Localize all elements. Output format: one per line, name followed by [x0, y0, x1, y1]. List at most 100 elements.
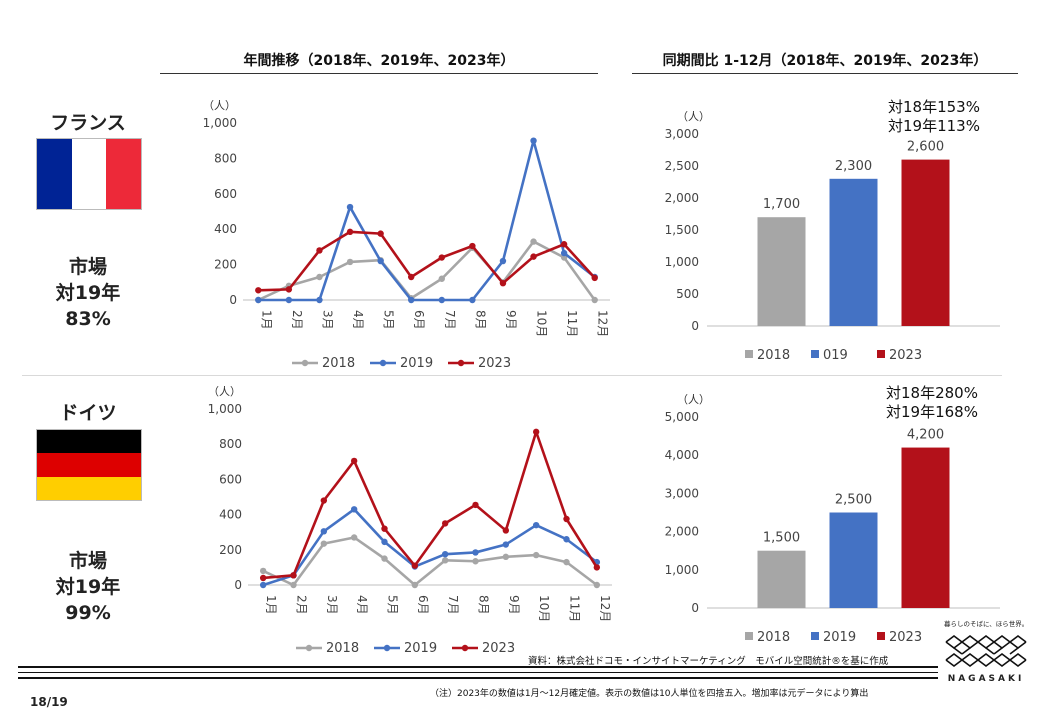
- data-point-2018: [411, 581, 419, 589]
- x-tick-label: 3月: [320, 310, 334, 330]
- data-point-2023: [408, 273, 415, 281]
- x-tick-label: 7月: [443, 310, 457, 330]
- flag-stripe: [71, 139, 107, 209]
- bar-2019: [829, 178, 878, 326]
- legend-swatch-2019: [811, 350, 819, 358]
- data-point-2018: [320, 540, 328, 547]
- footnote: （注）2023年の数値は1月～12月確定値。表示の数値は10人単位を四捨五入。増…: [430, 689, 869, 699]
- y-tick-label: 200: [219, 543, 242, 557]
- y-tick-label: 400: [219, 508, 242, 522]
- x-tick-label: 5月: [386, 595, 400, 615]
- data-point-2019: [502, 541, 510, 548]
- bar-chart-header: 同期間比 1-12月（2018年、2019年、2023年）: [662, 53, 988, 69]
- flag-germany: [36, 429, 142, 501]
- legend-marker-2019: [383, 644, 391, 652]
- legend-label: 2023: [889, 348, 922, 363]
- y-tick-label: 200: [214, 258, 237, 272]
- ratio-annotation-germany: 対18年280% 対19年168%: [886, 384, 978, 422]
- legend-label: 2023: [482, 641, 515, 656]
- y-tick-label: 1,000: [208, 402, 242, 416]
- data-point-2023: [320, 497, 328, 504]
- data-point-2019: [499, 257, 507, 265]
- legend-swatch-2023: [877, 350, 885, 358]
- data-point-2018: [350, 534, 358, 541]
- data-point-2023: [502, 527, 510, 534]
- x-tick-label: 12月: [598, 595, 612, 622]
- data-point-2023: [411, 562, 419, 569]
- country-name-france: フランス: [50, 112, 126, 134]
- data-point-2023: [350, 457, 358, 465]
- y-tick-label: 800: [214, 151, 237, 165]
- legend-label: 2018: [326, 641, 359, 656]
- x-tick-label: 9月: [507, 595, 521, 615]
- ratio-vs-2019: 対19年113%: [888, 117, 980, 135]
- data-point-2023: [255, 287, 262, 294]
- legend-marker-2023: [461, 644, 469, 652]
- footer-rule-1: [18, 666, 938, 668]
- data-point-2018: [438, 275, 445, 282]
- x-tick-label: 11月: [565, 310, 579, 337]
- legend-label: 2018: [757, 630, 790, 645]
- flag-stripe: [37, 476, 141, 500]
- legend-label: 2019: [823, 630, 856, 645]
- x-tick-label: 8月: [477, 595, 491, 615]
- data-point-2019: [441, 551, 449, 558]
- y-tick-label: 0: [234, 578, 242, 592]
- legend-label: 2023: [889, 630, 922, 645]
- bar-chart-germany: （人） 0 1,000 2,000 3,000 4,000 5,000 1,500 2,500 4…: [665, 393, 1000, 645]
- data-point-2023: [377, 230, 384, 237]
- series-line-2019: [262, 508, 598, 587]
- bar-2018: [757, 550, 806, 608]
- y-tick-label: 1,000: [203, 116, 237, 130]
- flag-stripe: [37, 453, 141, 477]
- data-point-2019: [408, 296, 415, 304]
- y-tick-label: 0: [691, 601, 699, 615]
- x-tick-label: 7月: [446, 595, 460, 615]
- x-tick-label: 1月: [264, 595, 278, 615]
- data-point-2019: [438, 296, 445, 304]
- series-line-2018: [262, 536, 598, 587]
- data-point-2023: [316, 247, 323, 254]
- market-ratio-france: 市場 対19年 83%: [33, 254, 143, 332]
- ratio-vs-2018: 対18年153%: [888, 98, 980, 116]
- data-point-2018: [290, 581, 297, 589]
- x-tick-label: 6月: [412, 310, 426, 330]
- data-point-2018: [593, 581, 601, 589]
- y-tick-label: 2,000: [665, 191, 699, 205]
- x-tick-label: 4月: [355, 595, 369, 615]
- y-unit-label: （人）: [677, 393, 710, 406]
- data-point-2019: [563, 536, 570, 543]
- legend-swatch-2023: [877, 632, 885, 640]
- bar-value-label: 1,700: [763, 197, 800, 212]
- flag-stripe: [106, 139, 142, 209]
- ratio-annotation-france: 対18年153% 対19年113%: [888, 98, 980, 136]
- data-point-2019: [560, 249, 568, 257]
- market-label: 市場: [68, 256, 107, 278]
- y-tick-label: 5,000: [665, 410, 699, 424]
- data-point-2018: [346, 258, 354, 266]
- bar-value-label: 1,500: [763, 531, 800, 546]
- ratio-vs-2019: 対19年168%: [886, 403, 978, 421]
- bar-value-label: 2,500: [835, 493, 872, 508]
- data-point-2019: [532, 521, 540, 529]
- flag-stripe: [37, 430, 141, 454]
- legend-label: 019: [823, 348, 848, 363]
- y-tick-label: 2,500: [665, 159, 699, 173]
- data-point-2019: [320, 528, 328, 535]
- data-point-2023: [532, 428, 540, 436]
- data-point-2019: [316, 296, 323, 304]
- x-tick-label: 2月: [290, 310, 304, 330]
- flag-stripe: [37, 139, 72, 209]
- x-tick-label: 2月: [295, 595, 309, 615]
- legend-label: 2019: [400, 356, 433, 371]
- y-tick-label: 0: [229, 293, 237, 307]
- data-point-2023: [593, 564, 601, 571]
- data-point-2019: [377, 257, 384, 265]
- market-compare: 対19年: [55, 282, 121, 304]
- section-divider: [22, 375, 1002, 376]
- data-point-2018: [502, 553, 510, 561]
- data-point-2018: [381, 555, 388, 562]
- y-tick-label: 600: [219, 472, 242, 486]
- y-tick-label: 2,000: [665, 525, 699, 539]
